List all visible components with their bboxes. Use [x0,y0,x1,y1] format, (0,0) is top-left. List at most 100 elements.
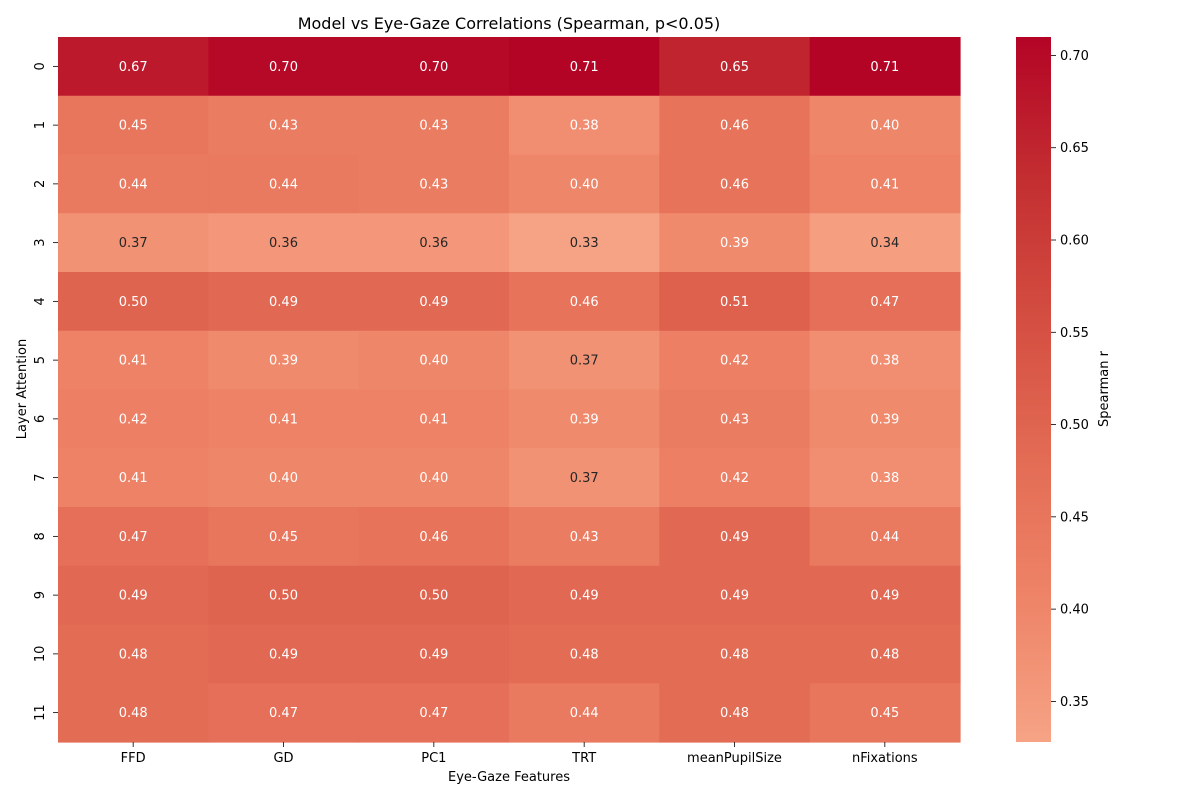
heatmap-cell [659,95,811,156]
x-tick-label: FFD [121,751,146,766]
heatmap-cell [509,213,660,273]
cell-value-label: 0.65 [720,60,749,75]
cell-value-label: 0.40 [419,471,448,486]
heatmap-cell [809,507,961,567]
y-tick-label: 8 [33,532,48,540]
heatmap-cell [58,389,209,449]
heatmap-cell [509,565,660,626]
cell-value-label: 0.50 [119,295,148,310]
colorbar-tick-label: 0.40 [1060,603,1089,618]
cell-value-label: 0.36 [269,236,298,251]
heatmap-cell [58,624,209,684]
y-axis: 0 1 2 3 4 5 6 7 8 9 10 11 [33,62,58,721]
heatmap-cell [58,37,209,97]
heatmap-cell [509,154,660,214]
heatmap-cell [58,154,209,214]
heatmap-cell [358,213,510,273]
cell-value-label: 0.40 [419,354,448,369]
heatmap-cell [58,213,209,273]
heatmap-cells [58,37,961,743]
heatmap-cell [358,330,510,391]
heatmap-cell [809,565,961,626]
heatmap-cell [659,507,811,567]
cell-value-label: 0.41 [870,177,899,192]
y-tick-label: 11 [33,704,48,721]
cell-value-label: 0.46 [720,119,749,134]
heatmap-cell [208,213,360,273]
cell-value-label: 0.39 [720,236,749,251]
y-tick-label: 4 [33,297,48,305]
cell-value-label: 0.71 [570,60,599,75]
cell-value-label: 0.45 [119,119,148,134]
cell-value-label: 0.49 [570,589,599,604]
heatmap-cell [509,389,660,449]
cell-value-label: 0.45 [870,706,899,721]
colorbar-tick-label: 0.70 [1060,49,1089,64]
heatmap-cell [509,683,660,743]
cell-value-label: 0.71 [870,60,899,75]
y-tick-label: 6 [33,415,48,423]
heatmap-cell [358,154,510,214]
colorbar-tick-label: 0.55 [1060,326,1089,341]
cell-value-label: 0.43 [419,177,448,192]
cell-value-label: 0.48 [720,647,749,662]
cell-value-label: 0.49 [119,589,148,604]
heatmap-cell [208,624,360,684]
colorbar-tick-label: 0.50 [1060,418,1089,433]
heatmap-cell [659,683,811,743]
colorbar-label: Spearman r [1097,350,1112,427]
cell-value-label: 0.48 [119,706,148,721]
cell-value-label: 0.49 [720,530,749,545]
cell-value-label: 0.46 [720,177,749,192]
y-tick-label: 10 [33,646,48,663]
cell-value-label: 0.45 [269,530,298,545]
cell-value-label: 0.44 [870,530,899,545]
heatmap-cell [809,330,961,391]
heatmap-cell [208,154,360,214]
heatmap-cell [809,389,961,449]
heatmap-cell [509,624,660,684]
cell-value-label: 0.38 [870,471,899,486]
cell-value-label: 0.49 [720,589,749,604]
y-tick-label: 2 [33,180,48,188]
heatmap-cell [509,330,660,391]
cell-value-label: 0.36 [419,236,448,251]
heatmap-cell [809,37,961,97]
heatmap-cell [358,624,510,684]
cell-value-label: 0.47 [419,706,448,721]
cell-value-label: 0.46 [419,530,448,545]
heatmap-cell [509,272,660,332]
heatmap-cell [659,154,811,214]
heatmap-annotations: 0.67 0.70 0.70 0.71 0.65 0.71 0.45 0.43 0.43 0.38… [119,60,900,721]
cell-value-label: 0.49 [870,589,899,604]
heatmap-cell [208,95,360,156]
cell-value-label: 0.37 [570,471,599,486]
heatmap-cell [358,683,510,743]
cell-value-label: 0.49 [419,647,448,662]
cell-value-label: 0.33 [570,236,599,251]
cell-value-label: 0.51 [720,295,749,310]
cell-value-label: 0.43 [419,119,448,134]
x-tick-label: PC1 [421,751,446,766]
heatmap-cell [659,389,811,449]
heatmap-cell [809,154,961,214]
cell-value-label: 0.49 [269,647,298,662]
heatmap-cell [208,565,360,626]
cell-value-label: 0.42 [720,354,749,369]
heatmap-cell [358,272,510,332]
x-tick-label: GD [273,751,293,766]
x-tick-label: TRT [571,751,596,766]
cell-value-label: 0.40 [870,119,899,134]
colorbar-tick-label: 0.65 [1060,141,1089,156]
cell-value-label: 0.37 [119,236,148,251]
cell-value-label: 0.44 [570,706,599,721]
cell-value-label: 0.70 [269,60,298,75]
y-tick-label: 1 [33,121,48,129]
cell-value-label: 0.47 [870,295,899,310]
y-tick-label: 5 [33,356,48,364]
cell-value-label: 0.48 [720,706,749,721]
cell-value-label: 0.48 [570,647,599,662]
heatmap-cell [659,330,811,391]
x-tick-label: nFixations [852,751,918,766]
